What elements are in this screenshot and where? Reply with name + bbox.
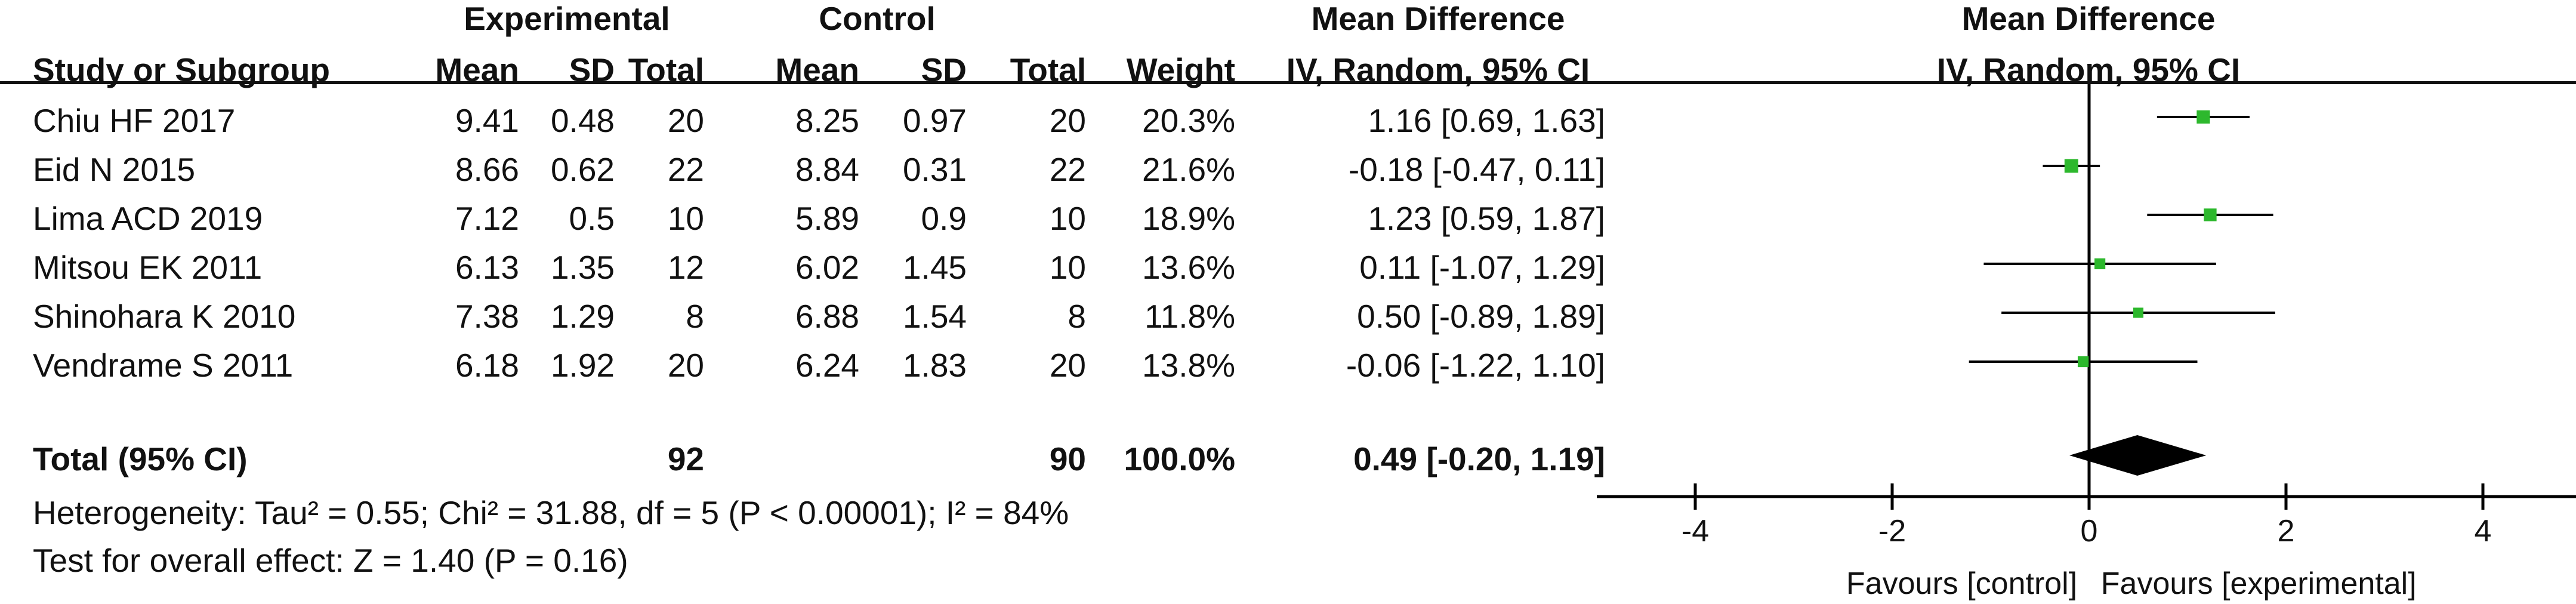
- cell-ctl-total: 8: [1068, 298, 1086, 335]
- cell-weight: 20.3%: [1142, 102, 1235, 139]
- pooled-diamond: [2069, 435, 2207, 476]
- cell-ctl-mean: 6.02: [795, 249, 859, 286]
- total-exp-total: 92: [667, 440, 704, 477]
- cell-ctl-mean: 5.89: [795, 200, 859, 237]
- header-ctl-mean: Mean: [775, 51, 859, 88]
- header-mean-difference-plot: Mean Difference: [1961, 0, 2216, 37]
- cell-ctl-mean: 8.25: [795, 102, 859, 139]
- cell-ctl-sd: 0.9: [921, 200, 967, 237]
- cell-ci: 1.23 [0.59, 1.87]: [1368, 200, 1605, 237]
- cell-ctl-total: 10: [1049, 249, 1086, 286]
- cell-weight: 13.6%: [1142, 249, 1235, 286]
- cell-ctl-total: 22: [1049, 151, 1086, 188]
- cell-ctl-sd: 1.45: [902, 249, 967, 286]
- heterogeneity-text: Heterogeneity: Tau² = 0.55; Chi² = 31.88…: [33, 494, 1069, 531]
- cell-ctl-mean: 6.88: [795, 298, 859, 335]
- favours-control-label: Favours [control]: [1846, 566, 2077, 601]
- header-exp-total: Total: [628, 51, 704, 88]
- cell-study: Eid N 2015: [33, 151, 196, 188]
- header-exp-mean: Mean: [435, 51, 519, 88]
- cell-exp-total: 10: [667, 200, 704, 237]
- effect-marker: [2133, 307, 2144, 318]
- effect-marker: [2204, 208, 2217, 221]
- cell-weight: 11.8%: [1144, 298, 1235, 335]
- cell-ctl-total: 20: [1049, 102, 1086, 139]
- cell-exp-sd: 0.5: [569, 200, 615, 237]
- header-rule: [0, 81, 2576, 84]
- cell-exp-total: 12: [667, 249, 704, 286]
- cell-study: Vendrame S 2011: [33, 347, 294, 384]
- cell-exp-sd: 1.92: [550, 347, 615, 384]
- header-exp-sd: SD: [569, 51, 615, 88]
- cell-exp-total: 20: [667, 347, 704, 384]
- cell-ci: 1.16 [0.69, 1.63]: [1368, 102, 1605, 139]
- x-tick-label: 0: [2081, 514, 2098, 548]
- header-weight: Weight: [1126, 51, 1235, 88]
- cell-exp-mean: 9.41: [455, 102, 519, 139]
- cell-exp-total: 8: [686, 298, 704, 335]
- header-ctl-sd: SD: [921, 51, 967, 88]
- cell-ctl-mean: 8.84: [795, 151, 859, 188]
- total-ctl-total: 90: [1049, 440, 1086, 477]
- overall-effect-text: Test for overall effect: Z = 1.40 (P = 0…: [33, 542, 628, 579]
- effect-marker: [2077, 356, 2089, 368]
- cell-ctl-sd: 0.31: [902, 151, 967, 188]
- total-weight: 100.0%: [1124, 440, 1235, 477]
- x-tick-label: -4: [1682, 514, 1709, 548]
- cell-exp-mean: 6.18: [455, 347, 519, 384]
- cell-exp-total: 20: [667, 102, 704, 139]
- favours-experimental-label: Favours [experimental]: [2101, 566, 2417, 601]
- cell-exp-mean: 8.66: [455, 151, 519, 188]
- cell-exp-mean: 6.13: [455, 249, 519, 286]
- cell-exp-sd: 1.29: [550, 298, 615, 335]
- cell-study: Mitsou EK 2011: [33, 249, 263, 286]
- effect-marker: [2196, 110, 2210, 124]
- cell-ctl-total: 10: [1049, 200, 1086, 237]
- cell-ci: -0.18 [-0.47, 0.11]: [1348, 151, 1605, 188]
- effect-marker: [2064, 159, 2078, 173]
- cell-ctl-sd: 1.54: [902, 298, 967, 335]
- header-study: Study or Subgroup: [33, 51, 331, 88]
- cell-exp-sd: 0.62: [550, 151, 615, 188]
- cell-exp-mean: 7.12: [455, 200, 519, 237]
- cell-ctl-total: 20: [1049, 347, 1086, 384]
- cell-ci: -0.06 [-1.22, 1.10]: [1346, 347, 1605, 384]
- cell-weight: 18.9%: [1142, 200, 1235, 237]
- total-label: Total (95% CI): [33, 440, 248, 477]
- cell-ci: 0.11 [-1.07, 1.29]: [1359, 249, 1605, 286]
- cell-exp-total: 22: [667, 151, 704, 188]
- cell-exp-sd: 1.35: [550, 249, 615, 286]
- cell-ctl-sd: 0.97: [902, 102, 967, 139]
- x-tick-label: 2: [2278, 514, 2295, 548]
- cell-exp-sd: 0.48: [550, 102, 615, 139]
- x-tick-label: 4: [2475, 514, 2492, 548]
- header-control: Control: [819, 0, 936, 37]
- cell-ci: 0.50 [-0.89, 1.89]: [1357, 298, 1605, 335]
- cell-ctl-mean: 6.24: [795, 347, 859, 384]
- cell-ctl-sd: 1.83: [902, 347, 967, 384]
- cell-weight: 13.8%: [1142, 347, 1235, 384]
- header-experimental: Experimental: [464, 0, 670, 37]
- total-ci: 0.49 [-0.20, 1.19]: [1353, 440, 1605, 477]
- header-method-plot: IV, Random, 95% CI: [1936, 51, 2241, 88]
- header-ctl-total: Total: [1010, 51, 1086, 88]
- x-tick-label: -2: [1878, 514, 1906, 548]
- cell-exp-mean: 7.38: [455, 298, 519, 335]
- cell-study: Lima ACD 2019: [33, 200, 263, 237]
- cell-study: Shinohara K 2010: [33, 298, 296, 335]
- header-method: IV, Random, 95% CI: [1286, 51, 1590, 88]
- effect-marker: [2094, 258, 2106, 270]
- header-mean-difference: Mean Difference: [1311, 0, 1565, 37]
- cell-study: Chiu HF 2017: [33, 102, 236, 139]
- cell-weight: 21.6%: [1142, 151, 1235, 188]
